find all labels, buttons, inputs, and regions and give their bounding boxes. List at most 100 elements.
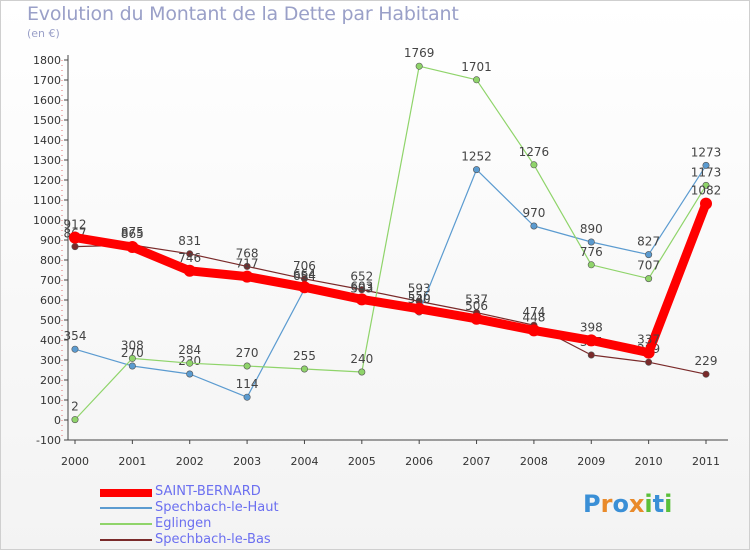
data-label-spechbach-le-bas: 652 — [350, 270, 373, 284]
data-point-saint-bernard — [69, 231, 81, 244]
data-point-saint-bernard — [126, 241, 139, 253]
data-label-spechbach-le-bas: 593 — [408, 281, 431, 295]
data-label-saint-bernard: 337 — [637, 333, 660, 347]
data-point-eglingen — [358, 368, 366, 376]
data-label-eglingen: 1173 — [691, 165, 722, 179]
y-tick-label: 200 — [40, 374, 61, 387]
data-point-eglingen — [645, 275, 653, 283]
data-label-saint-bernard: 746 — [178, 251, 201, 265]
data-label-eglingen: 707 — [637, 259, 660, 273]
y-tick-label: 600 — [40, 294, 61, 307]
data-point-saint-bernard — [470, 312, 483, 325]
data-label-eglingen: 270 — [236, 346, 259, 360]
data-label-saint-bernard: 556 — [408, 289, 431, 303]
logo-letter: t — [652, 490, 665, 518]
data-point-spechbach-le-haut — [587, 238, 595, 246]
logo-letter: x — [628, 490, 645, 518]
y-tick-label: 1500 — [33, 114, 61, 127]
data-label-saint-bernard: 664 — [293, 267, 316, 281]
data-point-eglingen — [186, 359, 194, 367]
data-point-saint-bernard — [298, 281, 311, 294]
logo-letter: i — [664, 490, 673, 518]
data-label-eglingen: 776 — [580, 245, 603, 259]
data-label-saint-bernard: 448 — [522, 310, 545, 324]
data-point-spechbach-le-haut — [530, 222, 538, 230]
data-point-saint-bernard — [585, 334, 598, 347]
data-label-spechbach-le-haut: 1252 — [461, 150, 492, 164]
data-label-saint-bernard: 603 — [350, 279, 373, 293]
data-point-saint-bernard — [183, 264, 196, 277]
data-point-spechbach-le-bas — [702, 370, 710, 378]
data-point-eglingen — [473, 76, 481, 84]
data-label-spechbach-le-haut: 114 — [236, 377, 259, 391]
y-tick-label: 1600 — [33, 94, 61, 107]
legend-swatch — [100, 507, 152, 509]
chart-title: Evolution du Montant de la Dette par Hab… — [27, 3, 459, 25]
data-label-spechbach-le-haut: 593 — [350, 281, 373, 295]
data-point-eglingen — [300, 365, 308, 373]
data-label-eglingen: 1276 — [519, 145, 550, 159]
data-point-saint-bernard — [700, 197, 712, 210]
data-point-saint-bernard — [355, 293, 368, 306]
data-label-eglingen: 284 — [178, 343, 201, 357]
y-tick-label: 900 — [40, 234, 61, 247]
legend-label: Spechbach-le-Haut — [155, 500, 279, 515]
data-point-eglingen — [530, 161, 538, 169]
data-label-spechbach-le-bas: 768 — [236, 246, 259, 260]
data-label-eglingen: 255 — [293, 349, 316, 363]
data-label-spechbach-le-bas: 537 — [465, 293, 488, 307]
data-point-spechbach-le-bas — [645, 358, 653, 366]
data-point-spechbach-le-bas — [71, 243, 79, 251]
data-label-spechbach-le-bas: 875 — [121, 225, 144, 239]
x-tick-label: 2000 — [61, 455, 89, 468]
data-point-spechbach-le-haut — [243, 393, 251, 401]
legend-label: SAINT-BERNARD — [155, 484, 261, 499]
data-point-eglingen — [243, 362, 251, 370]
y-tick-label: -100 — [36, 434, 61, 447]
data-point-saint-bernard — [241, 270, 254, 283]
logo-letter: o — [612, 490, 629, 518]
y-tick-label: 1400 — [33, 134, 61, 147]
legend-label: Eglingen — [155, 516, 212, 531]
y-tick-label: 1300 — [33, 154, 61, 167]
logo-letter: P — [583, 490, 601, 518]
y-tick-label: 1100 — [33, 194, 61, 207]
data-label-eglingen: 308 — [121, 338, 144, 352]
data-point-eglingen — [415, 62, 423, 70]
x-tick-label: 2005 — [348, 455, 376, 468]
x-tick-label: 2008 — [520, 455, 548, 468]
data-label-spechbach-le-haut: 1273 — [691, 145, 722, 159]
y-tick-label: 800 — [40, 254, 61, 267]
chart-unit: (en €) — [27, 27, 60, 40]
data-point-spechbach-le-haut — [186, 370, 194, 378]
data-label-saint-bernard: 865 — [121, 227, 144, 241]
data-point-spechbach-le-bas — [587, 351, 595, 359]
series-line-spechbach-le-bas — [74, 244, 707, 375]
logo-letter: i — [644, 490, 653, 518]
x-tick-label: 2002 — [176, 455, 204, 468]
logo-letter: r — [600, 490, 613, 518]
data-label-spechbach-le-haut: 654 — [293, 269, 316, 283]
data-point-spechbach-le-bas — [358, 286, 366, 294]
x-tick-label: 2003 — [233, 455, 261, 468]
data-label-spechbach-le-bas: 474 — [522, 305, 545, 319]
x-tick-label: 2009 — [577, 455, 605, 468]
y-tick-label: 1700 — [33, 74, 61, 87]
data-label-spechbach-le-bas: 706 — [293, 259, 316, 273]
data-label-saint-bernard: 912 — [64, 218, 87, 232]
data-point-spechbach-le-haut — [128, 362, 136, 370]
data-point-spechbach-le-haut — [645, 251, 653, 259]
data-point-eglingen — [587, 261, 595, 269]
y-tick-label: 400 — [40, 334, 61, 347]
y-tick-label: 300 — [40, 354, 61, 367]
data-label-eglingen: 240 — [350, 352, 373, 366]
x-tick-label: 2006 — [405, 455, 433, 468]
data-label-saint-bernard: 506 — [465, 299, 488, 313]
proxiti-logo: Proxiti — [583, 490, 672, 518]
data-point-spechbach-le-haut — [702, 161, 710, 169]
y-tick-label: 1800 — [33, 54, 61, 67]
data-label-spechbach-le-haut: 354 — [64, 329, 87, 343]
y-tick-label: 500 — [40, 314, 61, 327]
